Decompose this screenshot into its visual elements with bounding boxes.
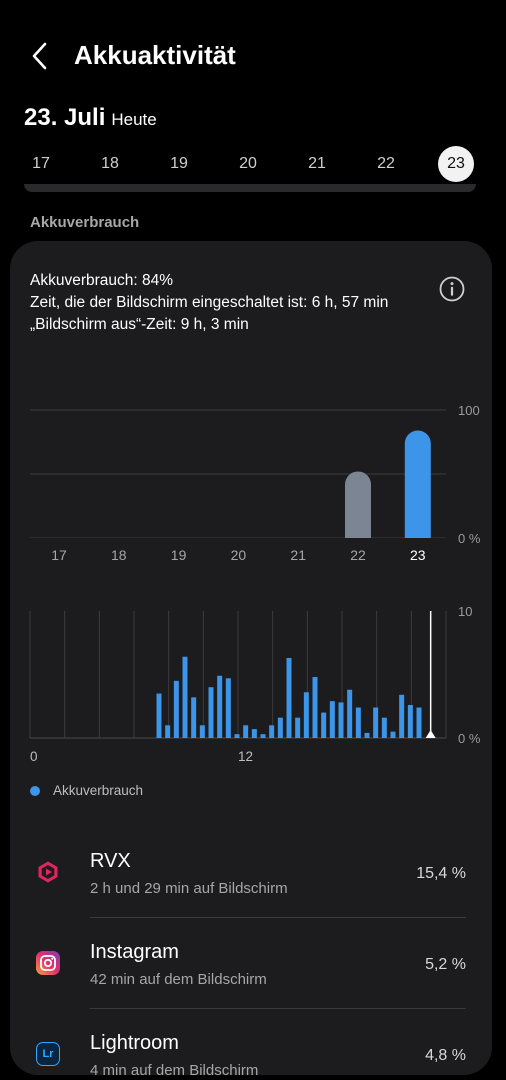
app-item-rvx[interactable]: RVX 2 h und 29 min auf Bildschirm 15,4 % [10,827,492,918]
daily-xtick-17: 17 [51,547,67,563]
daily-bar-23 [404,430,431,552]
legend-dot [30,785,40,796]
hourly-bar [329,701,335,738]
day-19[interactable]: 19 [170,155,188,172]
hourly-bar [416,707,422,738]
hourly-bar [173,680,179,738]
app-usage-percent: 15,4 % [416,865,466,882]
hourly-bar [191,697,197,738]
hourly-bar [156,693,162,738]
usage-card: Akkuverbrauch: 84% Zeit, die der Bildsch… [10,241,492,1075]
hourly-bar [286,657,292,738]
hourly-bar [373,707,379,738]
hourly-usage-chart: 10 0 % 0 12 [29,604,481,764]
app-screen-time: 4 min auf dem Bildschirm [90,1062,259,1075]
hourly-bar [312,677,318,738]
app-name: RVX [90,850,131,872]
app-item-instagram[interactable]: Instagram 42 min auf dem Bildschirm 5,2 … [10,918,492,1009]
instagram-icon [36,951,60,975]
hourly-bar [338,702,344,738]
page-title: Akkuaktivität [74,40,236,70]
usage-summary: Akkuverbrauch: 84% Zeit, die der Bildsch… [30,270,388,336]
app-item-lightroom[interactable]: Lr Lightroom 4 min auf dem Bildschirm 4,… [10,1009,492,1075]
hourly-bar [208,687,214,738]
daily-bar-22 [345,471,371,552]
day-20[interactable]: 20 [239,155,257,172]
date-heading: 23. Juli Heute [24,104,157,132]
hourly-bar [269,725,275,738]
app-screen-time: 2 h und 29 min auf Bildschirm [90,880,288,897]
hourly-bar [182,656,188,738]
hourly-bar [165,725,171,738]
app-name: Lightroom [90,1032,179,1054]
hourly-bar [355,707,361,738]
current-time-marker [425,730,436,738]
daily-ytick-min: 0 % [458,531,481,546]
usage-total: Akkuverbrauch: 84% [30,272,174,289]
hourly-bar [217,675,223,738]
hourly-bar [381,717,387,738]
hourly-bar [251,729,257,738]
hourly-bar [295,717,301,738]
hourly-bar [399,694,405,738]
section-label: Akkuverbrauch [30,214,140,231]
app-usage-percent: 4,8 % [425,1047,466,1064]
chevron-left-icon [32,42,47,70]
lightroom-icon: Lr [36,1042,60,1066]
day-23[interactable]: 23 [438,146,474,182]
daily-xtick-21: 21 [290,547,306,563]
day-strip-scrollbar [24,184,476,192]
battery-charts: 100 0 % 17 18 19 20 21 22 23 10 0 % 0 12 [29,403,481,764]
legend-label: Akkuverbrauch [53,783,144,798]
hourly-xtick-12: 12 [238,749,253,764]
app-name: Instagram [90,941,179,963]
app-usage-percent: 5,2 % [425,956,466,973]
info-button[interactable] [438,275,466,303]
day-17[interactable]: 17 [32,155,50,172]
hourly-bar [199,725,205,738]
info-icon [439,276,465,302]
app-screen-time: 42 min auf dem Bildschirm [90,971,267,988]
hourly-bar [243,725,249,738]
hourly-bar [234,734,240,738]
date-main: 23. Juli [24,104,106,131]
daily-usage-chart: 100 0 % 17 18 19 20 21 22 23 [30,403,481,563]
daily-xtick-23: 23 [410,547,426,563]
hourly-bar [407,704,413,738]
day-21[interactable]: 21 [308,155,326,172]
day-22[interactable]: 22 [377,155,395,172]
screen-off-time: „Bildschirm aus“-Zeit: 9 h, 3 min [30,316,249,333]
divider [90,1008,466,1009]
hourly-ytick-min: 0 % [458,731,481,746]
hourly-bar [260,734,266,738]
divider [90,917,466,918]
hourly-bar [347,689,353,738]
date-sub: Heute [111,110,157,129]
screen-on-time: Zeit, die der Bildschirm eingeschaltet i… [30,294,389,311]
app-list: RVX 2 h und 29 min auf Bildschirm 15,4 %… [10,827,492,1075]
hourly-ytick-max: 10 [458,604,472,619]
daily-xtick-22: 22 [350,547,366,563]
hourly-bar [321,712,327,738]
hourly-bar [303,692,309,738]
daily-ytick-max: 100 [458,403,480,418]
day-18[interactable]: 18 [101,155,119,172]
chart-legend: Akkuverbrauch [30,783,143,798]
back-button[interactable] [22,36,58,76]
top-bar: Akkuaktivität [0,0,506,110]
hourly-xtick-0: 0 [30,749,38,764]
bar-base-mask [30,538,446,554]
rvx-play-icon [36,860,60,884]
hourly-bar [364,732,370,738]
hourly-bar [277,717,283,738]
daily-xtick-20: 20 [231,547,247,563]
hourly-bar [225,678,231,738]
day-selector: 17 18 19 20 21 22 23 [24,144,476,184]
daily-xtick-19: 19 [171,547,187,563]
hourly-bar [390,731,396,738]
daily-xtick-18: 18 [111,547,127,563]
